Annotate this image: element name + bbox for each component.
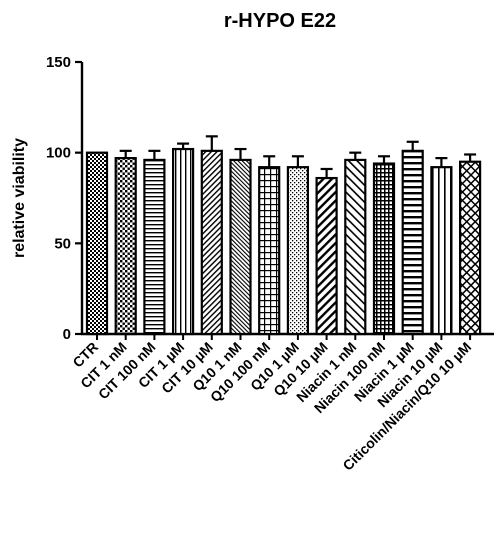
bar xyxy=(258,166,281,336)
y-axis-label: relative viability xyxy=(11,138,28,258)
chart-title: r-HYPO E22 xyxy=(224,10,336,32)
bar xyxy=(172,147,195,336)
y-tick-label: 100 xyxy=(46,145,71,162)
bar xyxy=(114,157,137,336)
bar xyxy=(372,162,396,336)
bar xyxy=(85,151,109,336)
bar xyxy=(286,166,309,336)
bar xyxy=(200,149,223,336)
bar xyxy=(459,160,482,336)
bar xyxy=(229,158,252,336)
bar xyxy=(430,166,453,336)
bar xyxy=(344,158,367,336)
y-tick-label: 50 xyxy=(54,235,71,252)
bar xyxy=(401,149,424,336)
bar xyxy=(315,176,338,336)
bars-group xyxy=(85,135,482,336)
y-tick-label: 150 xyxy=(46,54,71,71)
y-tick-label: 0 xyxy=(63,326,71,343)
bar xyxy=(143,158,166,336)
